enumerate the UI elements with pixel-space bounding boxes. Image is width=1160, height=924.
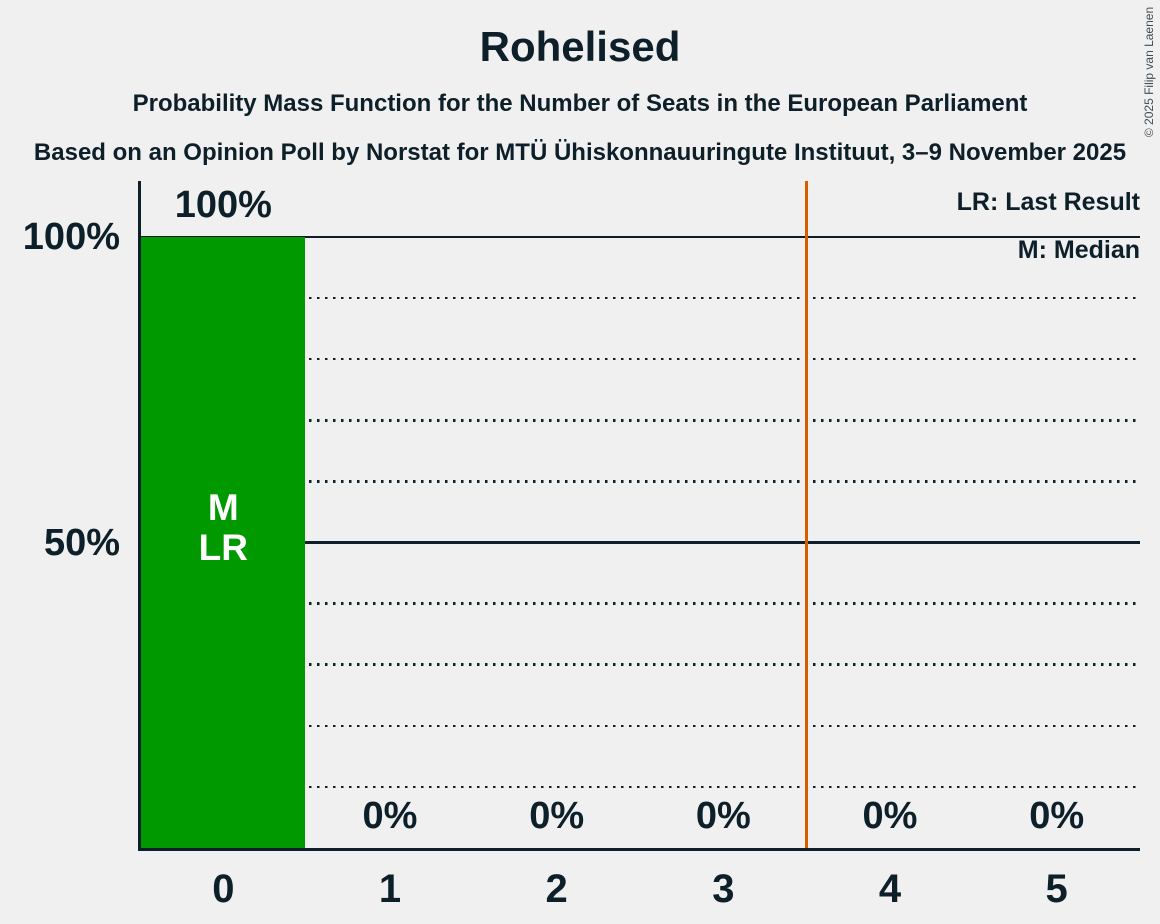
chart-subtitle: Probability Mass Function for the Number… [132, 90, 1028, 117]
gridline-solid-50 [141, 541, 1140, 544]
reference-line [805, 181, 809, 848]
bar-value-label-3: 0% [695, 795, 751, 837]
gridline-dotted-90 [141, 296, 1140, 300]
bar-annotation-median-lastresult: M LR [143, 488, 303, 568]
gridline-dotted-70 [141, 419, 1140, 422]
bar-seats-0 [141, 237, 306, 848]
legend-median: M: Median [1017, 236, 1140, 264]
gridline-dotted-60 [141, 480, 1140, 483]
bar-value-label-0: 100% [174, 184, 272, 226]
gridline-dotted-80 [141, 357, 1140, 361]
bar-value-label-1: 0% [362, 795, 418, 837]
gridline-solid-100 [141, 235, 1140, 239]
x-tick-label-2: 2 [545, 867, 568, 911]
bar-value-label-5: 0% [1029, 795, 1085, 837]
gridline-dotted-30 [141, 663, 1140, 666]
x-tick-label-4: 4 [878, 867, 902, 911]
x-tick-label-0: 0 [212, 867, 235, 911]
bar-annotation-line: M [207, 487, 239, 528]
x-tick-label-3: 3 [712, 867, 735, 911]
gridline-dotted-10 [141, 785, 1140, 789]
x-axis-line [138, 848, 1140, 851]
legend-last-result: LR: Last Result [956, 188, 1140, 216]
gridline-dotted-20 [141, 724, 1140, 728]
gridline-dotted-40 [141, 602, 1140, 605]
y-axis-line [138, 181, 141, 851]
bar-annotation-line: LR [198, 527, 248, 568]
chart-title: Rohelised [479, 23, 681, 70]
x-tick-label-1: 1 [378, 867, 402, 911]
bar-value-label-2: 0% [529, 795, 585, 837]
x-tick-label-5: 5 [1045, 867, 1068, 911]
bar-value-label-4: 0% [862, 795, 918, 837]
y-tick-label-50: 50% [43, 521, 120, 564]
y-tick-label-100: 100% [22, 216, 120, 258]
chart-source-line: Based on an Opinion Poll by Norstat for … [33, 139, 1127, 166]
